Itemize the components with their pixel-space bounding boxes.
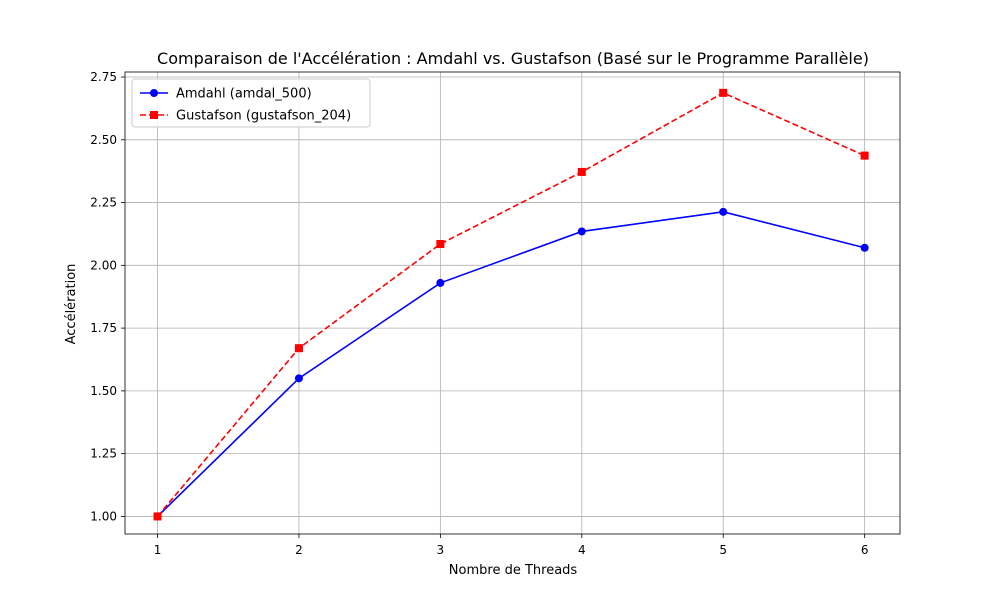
legend-label: Amdahl (amdal_500) [176,87,312,102]
series-line [156,211,865,517]
x-tick-label: 4 [578,543,586,557]
data-point-square [153,512,162,521]
y-tick-label: 2.75 [90,70,117,84]
y-axis-label: Accélération [64,264,79,345]
x-axis-label: Nombre de Threads [449,563,578,578]
legend-marker-circle [150,89,158,97]
y-tick-label: 1.75 [90,321,117,335]
data-point-circle [436,278,445,287]
data-point-circle [860,243,869,252]
x-tick-label: 6 [861,543,869,557]
y-tick-label: 2.00 [90,258,117,272]
chart-title: Comparaison de l'Accélération : Amdahl v… [157,49,869,68]
x-tick-label: 2 [295,543,303,557]
x-tick-label: 3 [437,543,445,557]
x-tick-label: 1 [154,543,162,557]
legend-marker-square [150,111,158,119]
legend: Amdahl (amdal_500) Gustafson (gustafson_2… [131,78,371,128]
data-point-square [719,88,728,97]
data-point-square [577,167,586,176]
data-point-square [860,151,869,160]
grid [125,72,900,534]
series-line [156,91,865,517]
y-tick-label: 1.50 [90,384,117,398]
plot-frame [124,71,901,535]
data-point-square [436,239,445,248]
legend-label: Gustafson (gustafson_204) [176,109,351,124]
x-tick-label: 5 [719,543,727,557]
axes: 1 2 3 4 5 6 1.00 1.25 1.50 1.75 2.00 2.25 2.50 2.75 [90,70,901,557]
data-point-circle [719,207,728,216]
y-tick-label: 2.50 [90,133,117,147]
series-2 [153,88,869,521]
y-tick-label: 1.25 [90,447,117,461]
y-tick-label: 2.25 [90,196,117,210]
series-1 [153,207,869,521]
data-point-square [294,344,303,353]
data-point-circle [294,374,303,383]
series-group [153,88,869,521]
data-point-circle [577,227,586,236]
y-tick-label: 1.00 [90,509,117,523]
legend-box [131,78,371,128]
